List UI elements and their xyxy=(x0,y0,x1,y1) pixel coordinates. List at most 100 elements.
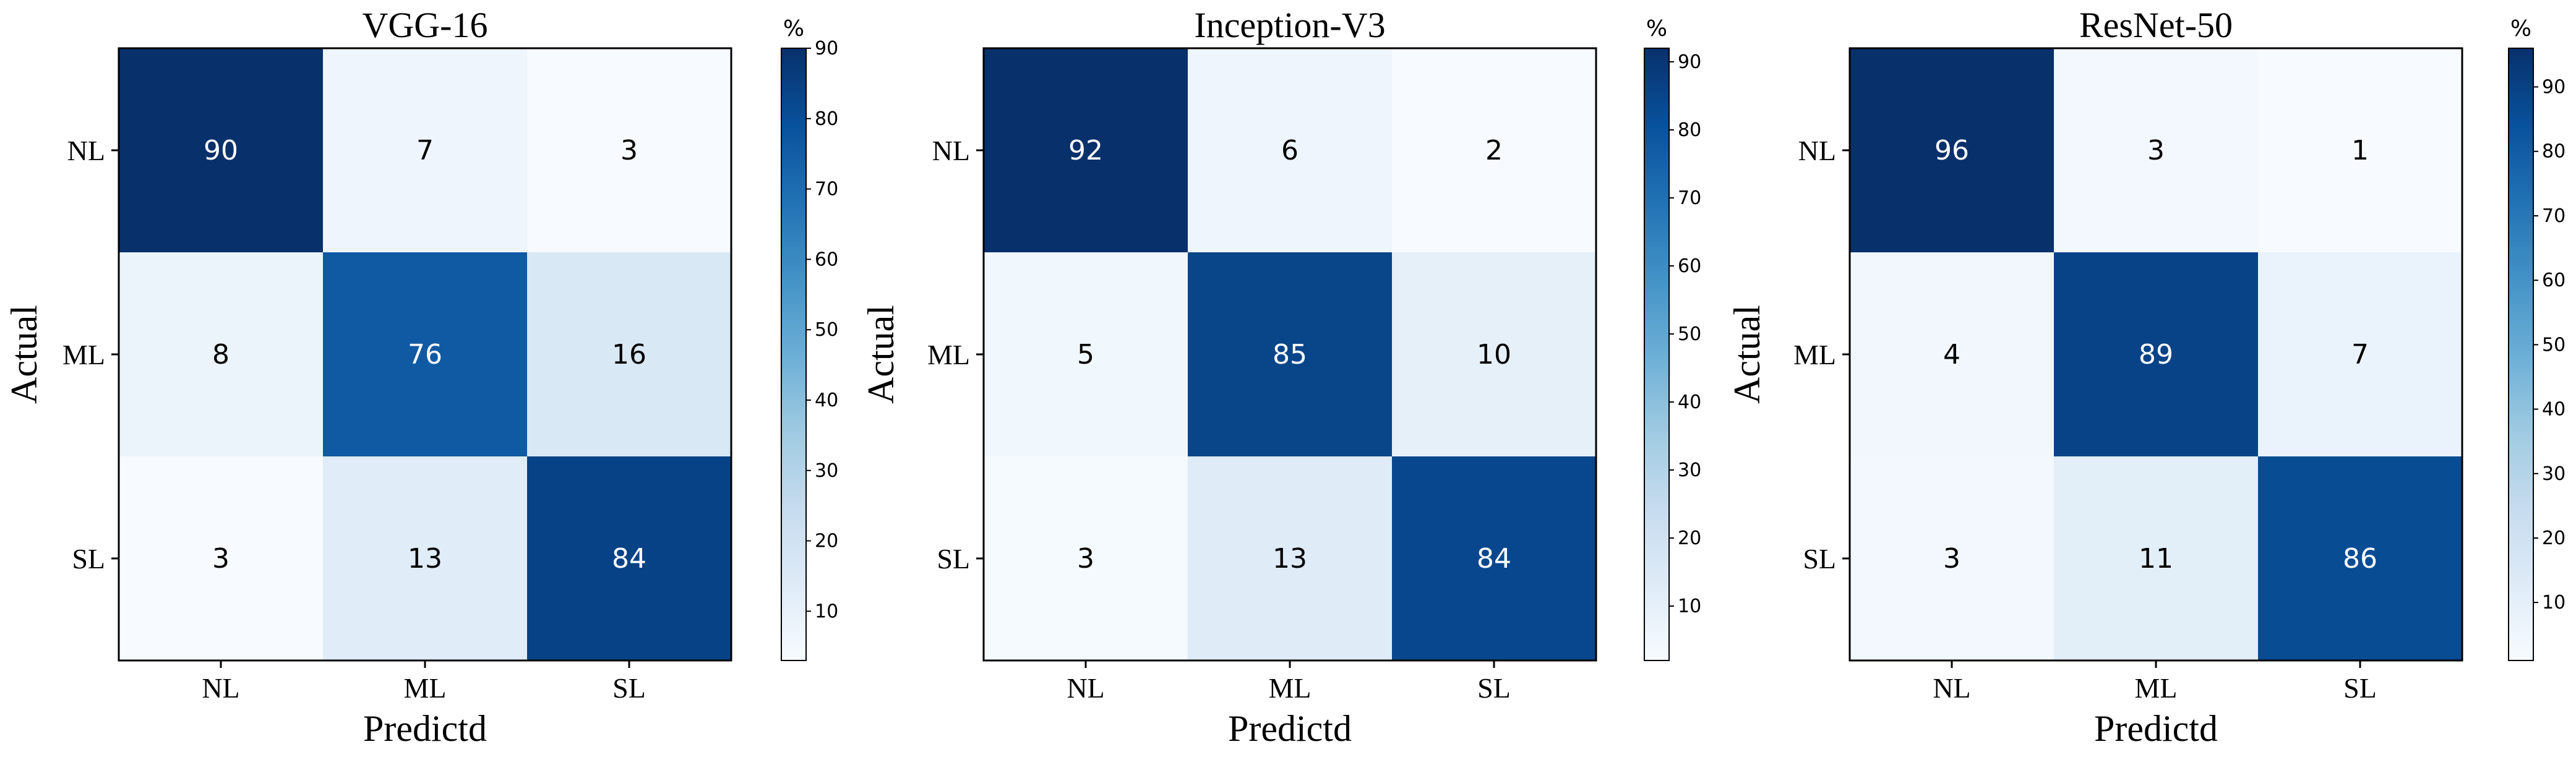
colorbar-tick-label: 70 xyxy=(815,179,838,200)
colorbar-unit-label: % xyxy=(1646,16,1667,41)
cell-value-label: 8 xyxy=(212,339,230,370)
colorbar xyxy=(2508,48,2534,661)
x-axis-label: Predictd xyxy=(363,708,487,749)
y-tick-label: ML xyxy=(1793,339,1836,370)
y-tick-label: SL xyxy=(1803,543,1836,575)
heatmap-cell xyxy=(119,252,323,456)
colorbar-tick-label: 60 xyxy=(815,249,838,270)
heatmap-cell xyxy=(323,48,527,252)
x-tick-label: SL xyxy=(612,672,646,704)
cell-value-label: 7 xyxy=(416,135,434,166)
y-tick-label: SL xyxy=(72,543,105,575)
panel-title: Inception-V3 xyxy=(1194,5,1385,45)
heatmap-cell xyxy=(527,456,731,660)
colorbar-unit-label: % xyxy=(783,16,804,41)
colorbar-tick-label: 50 xyxy=(815,319,838,341)
colorbar-tick-label: 20 xyxy=(2542,528,2565,549)
heatmap-cell xyxy=(984,48,1188,252)
cell-value-label: 5 xyxy=(1077,339,1094,370)
panel-title: VGG-16 xyxy=(363,5,488,45)
colorbar-tick-label: 10 xyxy=(2542,592,2565,613)
heatmap-panel-2: Inception-V3 92 6 2 5 85 10 3 13 84 NL ML SL NL ML SL Pr… xyxy=(861,5,1701,749)
colorbar-tick-label: 30 xyxy=(1678,459,1701,481)
cell-value-label: 3 xyxy=(212,543,230,575)
colorbar-tick-label: 60 xyxy=(2542,270,2565,291)
heatmap-cell xyxy=(2258,252,2462,456)
colorbar-tick-label: 30 xyxy=(815,460,838,482)
cell-value-label: 10 xyxy=(1477,339,1511,370)
cell-value-label: 3 xyxy=(1077,543,1094,575)
colorbar-tick-label: 20 xyxy=(1678,528,1701,549)
colorbar-tick-label: 50 xyxy=(1678,323,1701,345)
panel-title: ResNet-50 xyxy=(2079,5,2233,45)
colorbar-tick-label: 20 xyxy=(815,531,838,552)
y-tick-label: ML xyxy=(62,339,105,370)
cell-value-label: 89 xyxy=(2139,339,2173,370)
colorbar-tick-label: 50 xyxy=(2542,334,2565,356)
heatmap-cell xyxy=(2054,48,2258,252)
heatmap-cell xyxy=(2258,48,2462,252)
heatmap-cell xyxy=(119,456,323,660)
colorbar-tick-label: 60 xyxy=(1678,255,1701,277)
cell-value-label: 84 xyxy=(612,543,646,575)
y-tick-label: NL xyxy=(1798,135,1836,166)
colorbar-tick-label: 90 xyxy=(815,38,838,59)
cell-value-label: 90 xyxy=(204,135,238,166)
colorbar-tick-label: 80 xyxy=(1678,119,1701,141)
cell-value-label: 11 xyxy=(2139,543,2173,575)
heatmap-cell xyxy=(119,48,323,252)
heatmap-cell xyxy=(2054,456,2258,660)
colorbar-tick-label: 40 xyxy=(1678,391,1701,413)
cell-value-label: 92 xyxy=(1068,135,1103,166)
x-axis-label: Predictd xyxy=(2094,708,2218,749)
x-tick-label: ML xyxy=(404,672,447,704)
heatmap-cell xyxy=(1392,252,1596,456)
heatmap-panel-3: ResNet-50 96 3 1 4 89 7 3 11 86 NL ML SL NL ML SL Predic… xyxy=(1727,5,2565,749)
x-tick-label: NL xyxy=(202,672,239,704)
heatmap-cell xyxy=(2054,252,2258,456)
cell-value-label: 4 xyxy=(1943,339,1960,370)
colorbar-tick-label: 10 xyxy=(815,600,838,622)
x-tick-label: NL xyxy=(1067,672,1104,704)
heatmap-cell xyxy=(323,456,527,660)
heatmap-cell xyxy=(1188,456,1392,660)
x-tick-label: ML xyxy=(1269,672,1312,704)
y-axis-label: Actual xyxy=(1727,305,1767,404)
heatmap-cell xyxy=(984,456,1188,660)
cell-value-label: 7 xyxy=(2351,339,2369,370)
colorbar-tick-label: 40 xyxy=(2542,399,2565,421)
heatmap-cell xyxy=(1188,252,1392,456)
cell-value-label: 1 xyxy=(2351,135,2369,166)
cell-value-label: 3 xyxy=(1943,543,1960,575)
cell-value-label: 76 xyxy=(408,339,442,370)
colorbar-tick-label: 30 xyxy=(2542,463,2565,485)
cell-value-label: 3 xyxy=(2147,135,2165,166)
cell-value-label: 13 xyxy=(408,543,442,575)
cell-value-label: 85 xyxy=(1273,339,1307,370)
y-tick-label: ML xyxy=(927,339,970,370)
colorbar-tick-label: 80 xyxy=(815,108,838,130)
colorbar-tick-label: 90 xyxy=(2542,77,2565,98)
cell-value-label: 13 xyxy=(1273,543,1307,575)
colorbar xyxy=(781,48,807,661)
x-tick-label: NL xyxy=(1933,672,1970,704)
colorbar-unit-label: % xyxy=(2510,16,2531,41)
colorbar-tick-label: 10 xyxy=(1678,596,1701,617)
cell-value-label: 96 xyxy=(1934,135,1969,166)
heatmap-cell xyxy=(527,252,731,456)
heatmap-cell xyxy=(984,252,1188,456)
colorbar-tick-label: 40 xyxy=(815,390,838,411)
heatmap-cell xyxy=(1188,48,1392,252)
cell-value-label: 16 xyxy=(612,339,646,370)
cell-value-label: 6 xyxy=(1281,135,1299,166)
colorbar xyxy=(1644,48,1670,661)
colorbar-tick-label: 90 xyxy=(1678,51,1701,73)
colorbar-tick-label: 70 xyxy=(2542,205,2565,227)
heatmap-cell xyxy=(1392,456,1596,660)
y-axis-label: Actual xyxy=(861,305,901,404)
cell-value-label: 84 xyxy=(1477,543,1511,575)
y-tick-label: SL xyxy=(937,543,970,575)
colorbar-tick-label: 70 xyxy=(1678,187,1701,209)
y-tick-label: NL xyxy=(932,135,970,166)
